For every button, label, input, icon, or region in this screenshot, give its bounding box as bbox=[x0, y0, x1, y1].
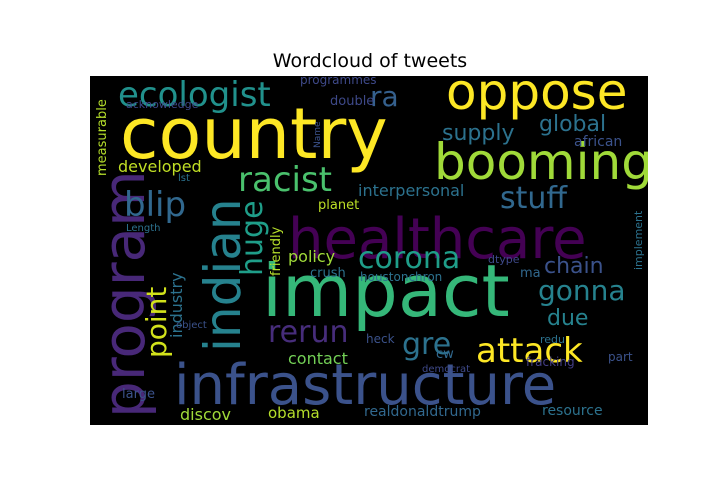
word-policy: policy bbox=[288, 247, 335, 266]
word-programmes: programmes bbox=[300, 76, 377, 87]
word-stuff: stuff bbox=[500, 181, 568, 216]
word-ecologist: ecologist bbox=[118, 76, 271, 115]
word-due: due bbox=[547, 306, 588, 331]
word-healthcare: healthcare bbox=[288, 207, 587, 272]
word-discov: discov bbox=[180, 405, 231, 424]
word-redu: redu bbox=[540, 333, 565, 346]
word-program: program bbox=[90, 170, 158, 418]
word-infrastructure: infrastructure bbox=[174, 353, 556, 418]
chart-title: Wordcloud of tweets bbox=[272, 50, 468, 72]
word-ra: ra bbox=[370, 80, 399, 113]
word-booming: booming bbox=[434, 133, 648, 191]
word-ma: ma bbox=[520, 266, 541, 281]
word-gonna: gonna bbox=[538, 274, 626, 307]
word-friendly: friendly bbox=[269, 226, 284, 276]
word-part: part bbox=[608, 350, 633, 364]
word-lst: lst bbox=[178, 173, 190, 184]
word-blip: blip bbox=[124, 185, 186, 225]
cloud-background bbox=[90, 76, 648, 425]
word-dtype: dtype bbox=[488, 253, 520, 266]
word-attack: attack bbox=[476, 331, 583, 371]
word-interpersonal: interpersonal bbox=[358, 181, 464, 200]
word-double: double bbox=[330, 94, 374, 109]
word-huge: huge bbox=[235, 200, 270, 276]
word-cw: cw bbox=[436, 347, 454, 362]
word-obama: obama bbox=[268, 404, 320, 422]
word-contact: contact bbox=[288, 349, 348, 368]
word-indian: indian bbox=[194, 198, 252, 352]
word-supply: supply bbox=[442, 121, 514, 146]
word-implement: implement bbox=[632, 210, 645, 270]
word-democrat: democrat bbox=[422, 364, 470, 375]
word-point: point bbox=[140, 287, 173, 358]
word-global: global bbox=[539, 112, 606, 137]
word-oppose: oppose bbox=[446, 76, 627, 121]
word-rerun: rerun bbox=[268, 315, 349, 350]
word-fracking: fracking bbox=[526, 355, 575, 369]
word-planet: planet bbox=[318, 198, 359, 213]
word-racist: racist bbox=[238, 160, 332, 200]
word-large: large bbox=[122, 387, 155, 402]
word-chain: chain bbox=[544, 254, 604, 279]
word-gre: gre bbox=[402, 327, 451, 362]
word-african: african bbox=[574, 134, 622, 150]
word-corona: corona bbox=[358, 241, 460, 276]
word-houstonchron: houstonchron bbox=[360, 270, 442, 284]
word-measurable: measurable bbox=[95, 99, 110, 176]
word-developed: developed bbox=[118, 157, 202, 176]
wordcloud: country impact infrastructure healthcare opp… bbox=[90, 76, 648, 425]
word-industry: industry bbox=[167, 272, 186, 338]
word-acknowledge: acknowledge bbox=[126, 98, 199, 111]
word-crush: crush bbox=[310, 266, 346, 281]
word-realdonaldtrump: realdonaldtrump bbox=[364, 404, 481, 420]
word-object: object bbox=[176, 320, 207, 331]
word-heck: heck bbox=[366, 332, 395, 346]
word-country: country bbox=[120, 93, 388, 175]
word-name: Name bbox=[313, 121, 323, 148]
word-resource: resource bbox=[542, 403, 603, 419]
word-impact: impact bbox=[262, 249, 510, 333]
word-length: Length bbox=[126, 223, 161, 234]
